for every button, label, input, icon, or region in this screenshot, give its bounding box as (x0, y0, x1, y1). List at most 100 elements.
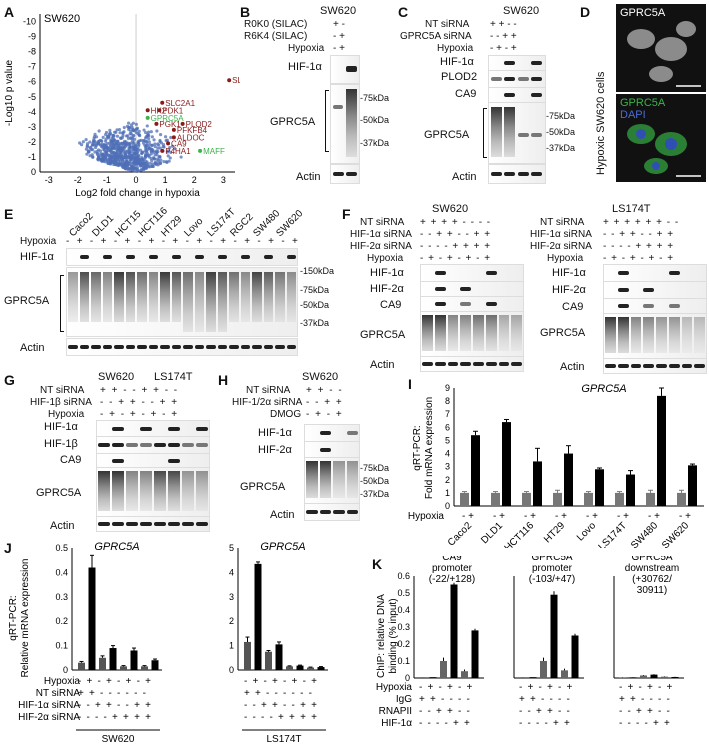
volcano-point (153, 145, 157, 149)
volcano-point (131, 142, 135, 146)
blot-c-protein-plod2: PLOD2 (441, 71, 478, 83)
panel-label-a: A (4, 4, 15, 20)
volcano-point (148, 165, 153, 169)
volcano-label-maff: MAFF (203, 147, 225, 156)
volcano-point (118, 131, 122, 135)
blot-b-gprc5a (330, 84, 360, 164)
blot-g-row-3: Hypoxia (48, 409, 85, 420)
bar-k-ytick: 0.6 (397, 571, 410, 581)
bar-k-bar (571, 635, 579, 678)
bar-k-bar (461, 671, 468, 678)
blot-h-row-2: HIF-1/2α siRNA (232, 397, 303, 408)
blot-e-gprc5a (66, 267, 298, 337)
volcano-point (101, 135, 105, 139)
bar-j-ytick: 0.4 (55, 567, 68, 577)
volcano-point (158, 146, 162, 150)
volcano-point (133, 145, 137, 149)
blot-h-signs-1: + + - - (306, 385, 344, 396)
volcano-point (119, 150, 123, 155)
volcano-label-aldoc: ALDOC (177, 133, 205, 142)
bar-k-bar (619, 677, 626, 678)
bar-k-bar (650, 674, 658, 678)
volcano-point (122, 125, 126, 130)
volcano-point (131, 128, 135, 132)
blot-g-signs-3: - + - + - + - + (100, 409, 179, 420)
volcano-point (108, 144, 112, 148)
blot-g-hif1a (96, 420, 210, 437)
blot-h-signs-3: - + - + (306, 409, 344, 420)
blot-g-actin (96, 516, 210, 532)
bar-k-ytick: 0.5 (397, 588, 410, 598)
blot-c-mw-50: -50kDa (546, 127, 576, 137)
blot-f1-ca9 (420, 296, 524, 312)
volcano-title: SW620 (44, 13, 80, 25)
bar-k-signs: - + - + - + (419, 682, 474, 693)
volcano-point (94, 144, 98, 148)
bar-i-signs: - + (679, 511, 691, 522)
volcano-point (157, 143, 161, 147)
blot-h-protein-actin: Actin (270, 509, 295, 521)
volcano-point (147, 146, 151, 150)
bar-k-bar (540, 661, 547, 678)
blot-e-hypoxia-label: Hypoxia (20, 236, 57, 247)
volcano-ytick: 0 (31, 167, 36, 177)
volcano-label-plod2: PLOD2 (186, 120, 213, 129)
volcano-point (117, 146, 121, 151)
bar-k-title: (-103/+47) (529, 574, 575, 585)
volcano-point (130, 139, 135, 143)
bar-i-ytick: 4 (445, 449, 450, 459)
bar-j-bar (99, 657, 106, 670)
volcano-point (87, 150, 91, 154)
volcano-point (159, 158, 163, 162)
bar-i-category: LS174T (597, 520, 630, 548)
bar-j-ytick: 4 (229, 567, 234, 577)
volcano-point (115, 128, 119, 132)
bar-j-ylabel-2: Relative mRNA expression (20, 559, 31, 678)
panel-label-d: D (580, 4, 591, 20)
volcano-point (140, 152, 144, 156)
blot-g-protein-gprc5a: GPRC5A (36, 487, 82, 499)
volcano-point (84, 147, 89, 151)
volcano-point (144, 136, 148, 140)
volcano-point (97, 142, 101, 146)
bar-j-signs: - + - + - + - + (244, 676, 318, 687)
volcano-point-pgk1 (154, 121, 159, 126)
bar-i-bar (460, 492, 469, 506)
volcano-label-pfkfb4: PFKFB4 (177, 126, 208, 135)
blot-f1-hif1a (420, 264, 524, 282)
volcano-point (155, 129, 159, 133)
volcano-point (123, 142, 127, 146)
bar-i-ytick: 9 (445, 383, 450, 393)
blot-e-mw-37: -37kDa (300, 318, 330, 328)
bar-i-category: HCT116 (503, 520, 537, 548)
blot-f2-hif1a (603, 264, 707, 282)
blot-b-protein-actin: Actin (296, 171, 321, 183)
bar-i-bar (626, 474, 635, 506)
blot-f2-ca9 (603, 298, 707, 314)
volcano-point (120, 156, 125, 160)
bar-k-signs: - - + + - - (419, 706, 471, 717)
volcano-point (163, 135, 168, 139)
volcano-point (148, 161, 152, 166)
volcano-point (85, 145, 89, 149)
volcano-xtick: -2 (74, 175, 82, 185)
blot-g-protein-hif1b: HIF-1β (44, 438, 78, 450)
blot-b-hif1a (330, 55, 360, 84)
bar-k-ytick: 0.4 (397, 605, 410, 615)
volcano-ylabel: -Log10 p value (4, 59, 15, 126)
blot-c-row-1: NT siRNA (425, 19, 470, 30)
blot-f2-actin (603, 358, 707, 374)
volcano-point (133, 149, 137, 153)
blot-c-ca9 (488, 87, 546, 103)
volcano-point (110, 146, 115, 150)
volcano-point (106, 153, 111, 157)
blot-c-protein-gprc5a: GPRC5A (424, 129, 470, 141)
blot-f-signs-1: + + + + - - - - (420, 217, 492, 228)
bar-k-ytick: 0.1 (397, 656, 410, 666)
blot-e-mw-50: -50kDa (300, 300, 330, 310)
blot-e-bracket (60, 275, 64, 332)
volcano-point (102, 148, 106, 152)
bar-j-signs: + + - - - - - - (78, 688, 147, 699)
bar-k-title: GPRC5A (631, 556, 672, 563)
bar-k-bar (429, 677, 437, 678)
